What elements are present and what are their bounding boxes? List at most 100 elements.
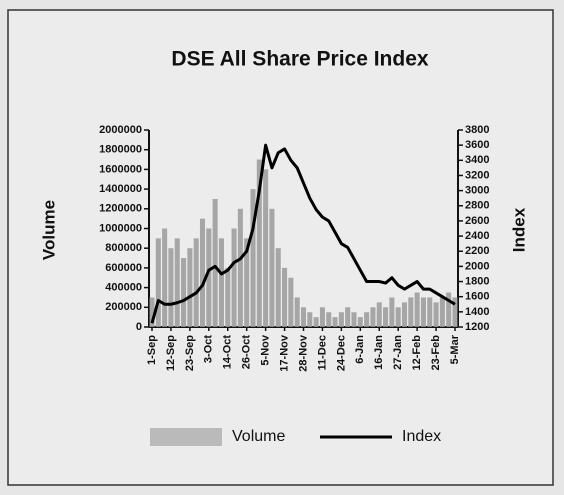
volume-bar (452, 297, 458, 327)
volume-bar (149, 297, 155, 327)
y-tick-label: 1800000 (99, 144, 142, 156)
volume-bar (162, 228, 168, 327)
y2-tick-label: 2600 (465, 215, 489, 227)
volume-bar (256, 159, 262, 327)
x-tick-label: 12-Feb (411, 335, 423, 371)
volume-bar (345, 307, 351, 327)
volume-bar (275, 248, 281, 327)
volume-bar (199, 218, 206, 327)
volume-bar (212, 198, 218, 327)
y2-tick-label: 2000 (465, 260, 489, 272)
x-tick-label: 3-Oct (203, 335, 215, 363)
frame (7, 9, 554, 486)
volume-bar (332, 317, 338, 327)
volume-bar (427, 297, 433, 327)
x-tick-label: 5-Nov (260, 334, 272, 365)
volume-bar (263, 169, 269, 327)
volume-bar (269, 208, 275, 327)
y-tick-label: 1200000 (99, 203, 142, 215)
x-tick-label: 11-Dec (316, 335, 328, 370)
volume-bar (439, 297, 445, 327)
x-tick-label: 14-Oct (222, 335, 234, 370)
volume-bar (206, 228, 212, 327)
volume-bar (408, 297, 414, 327)
x-tick-label: 6-Jan (354, 335, 366, 364)
volume-bar (174, 238, 180, 327)
x-tick-label: 1-Sep (146, 335, 158, 365)
y2-tick-label: 2800 (465, 200, 489, 212)
volume-bar (420, 297, 426, 327)
y-tick-label: 600000 (105, 262, 142, 274)
x-tick-label: 27-Jan (392, 335, 404, 370)
volume-bar (237, 208, 243, 327)
y-tick-label: 400000 (105, 282, 142, 294)
volume-bar (155, 238, 161, 327)
y2-tick-label: 1600 (465, 291, 489, 303)
y2-tick-label: 1400 (465, 306, 489, 318)
y-tick-label: 1400000 (99, 183, 142, 195)
x-tick-label: 17-Nov (278, 334, 290, 372)
volume-bar (294, 297, 300, 327)
volume-bar (231, 228, 237, 327)
y-tick-label: 800000 (105, 242, 142, 254)
volume-bar (282, 267, 288, 327)
chart-title: DSE All Share Price Index (171, 48, 428, 71)
volume-bar (319, 307, 325, 327)
volume-bar (401, 302, 408, 327)
x-tick-label: 23-Feb (430, 335, 442, 371)
legend-label: Index (402, 428, 441, 445)
y2-tick-label: 3400 (465, 154, 489, 166)
y-tick-label: 0 (136, 321, 142, 333)
volume-bar (313, 317, 319, 327)
volume-bar (244, 238, 250, 327)
volume-bar (383, 307, 389, 327)
volume-bar (168, 248, 174, 327)
volume-bar (288, 277, 294, 327)
volume-bar (395, 307, 401, 327)
volume-bar (181, 258, 187, 327)
volume-bar (446, 292, 452, 327)
x-tick-label: 12-Sep (165, 335, 177, 371)
volume-bar (218, 238, 224, 327)
volume-bar (357, 317, 363, 327)
volume-bar (250, 189, 256, 327)
volume-bar (187, 248, 193, 327)
volume-bar (389, 297, 395, 327)
volume-bar (326, 312, 332, 327)
y2-tick-label: 2400 (465, 230, 489, 242)
x-tick-label: 16-Jan (373, 335, 385, 370)
volume-bar (376, 302, 382, 327)
y2-tick-label: 1200 (465, 321, 489, 333)
y-tick-label: 1000000 (99, 222, 142, 234)
y2-tick-label: 3600 (465, 139, 489, 151)
volume-bar (433, 302, 439, 327)
volume-bar (193, 238, 199, 327)
y-tick-label: 200000 (105, 301, 142, 313)
y2-tick-label: 3000 (465, 185, 489, 197)
y-tick-label: 1600000 (99, 163, 142, 175)
y2-tick-label: 1800 (465, 275, 489, 287)
y2-tick-label: 3800 (465, 124, 489, 136)
y2-axis-label: Index (509, 207, 528, 252)
y-tick-label: 2000000 (99, 124, 142, 136)
y2-tick-label: 2200 (465, 245, 489, 257)
y-axis-label: Volume (39, 200, 58, 260)
legend-swatch (150, 428, 222, 446)
x-tick-label: 26-Oct (241, 335, 253, 370)
volume-bar (307, 312, 313, 327)
volume-bar (300, 307, 307, 327)
volume-bar (225, 267, 231, 327)
volume-bar (338, 312, 344, 327)
x-tick-label: 5-Mar (449, 334, 461, 364)
volume-bar (414, 292, 420, 327)
volume-bar (370, 307, 376, 327)
y2-tick-label: 3200 (465, 169, 489, 181)
legend-label: Volume (232, 428, 285, 445)
x-tick-label: 24-Dec (335, 335, 347, 371)
x-tick-label: 23-Sep (184, 335, 196, 371)
x-tick-label: 28-Nov (297, 334, 309, 372)
volume-bar (364, 312, 370, 327)
index-line (150, 143, 456, 324)
volume-bar (351, 312, 357, 327)
